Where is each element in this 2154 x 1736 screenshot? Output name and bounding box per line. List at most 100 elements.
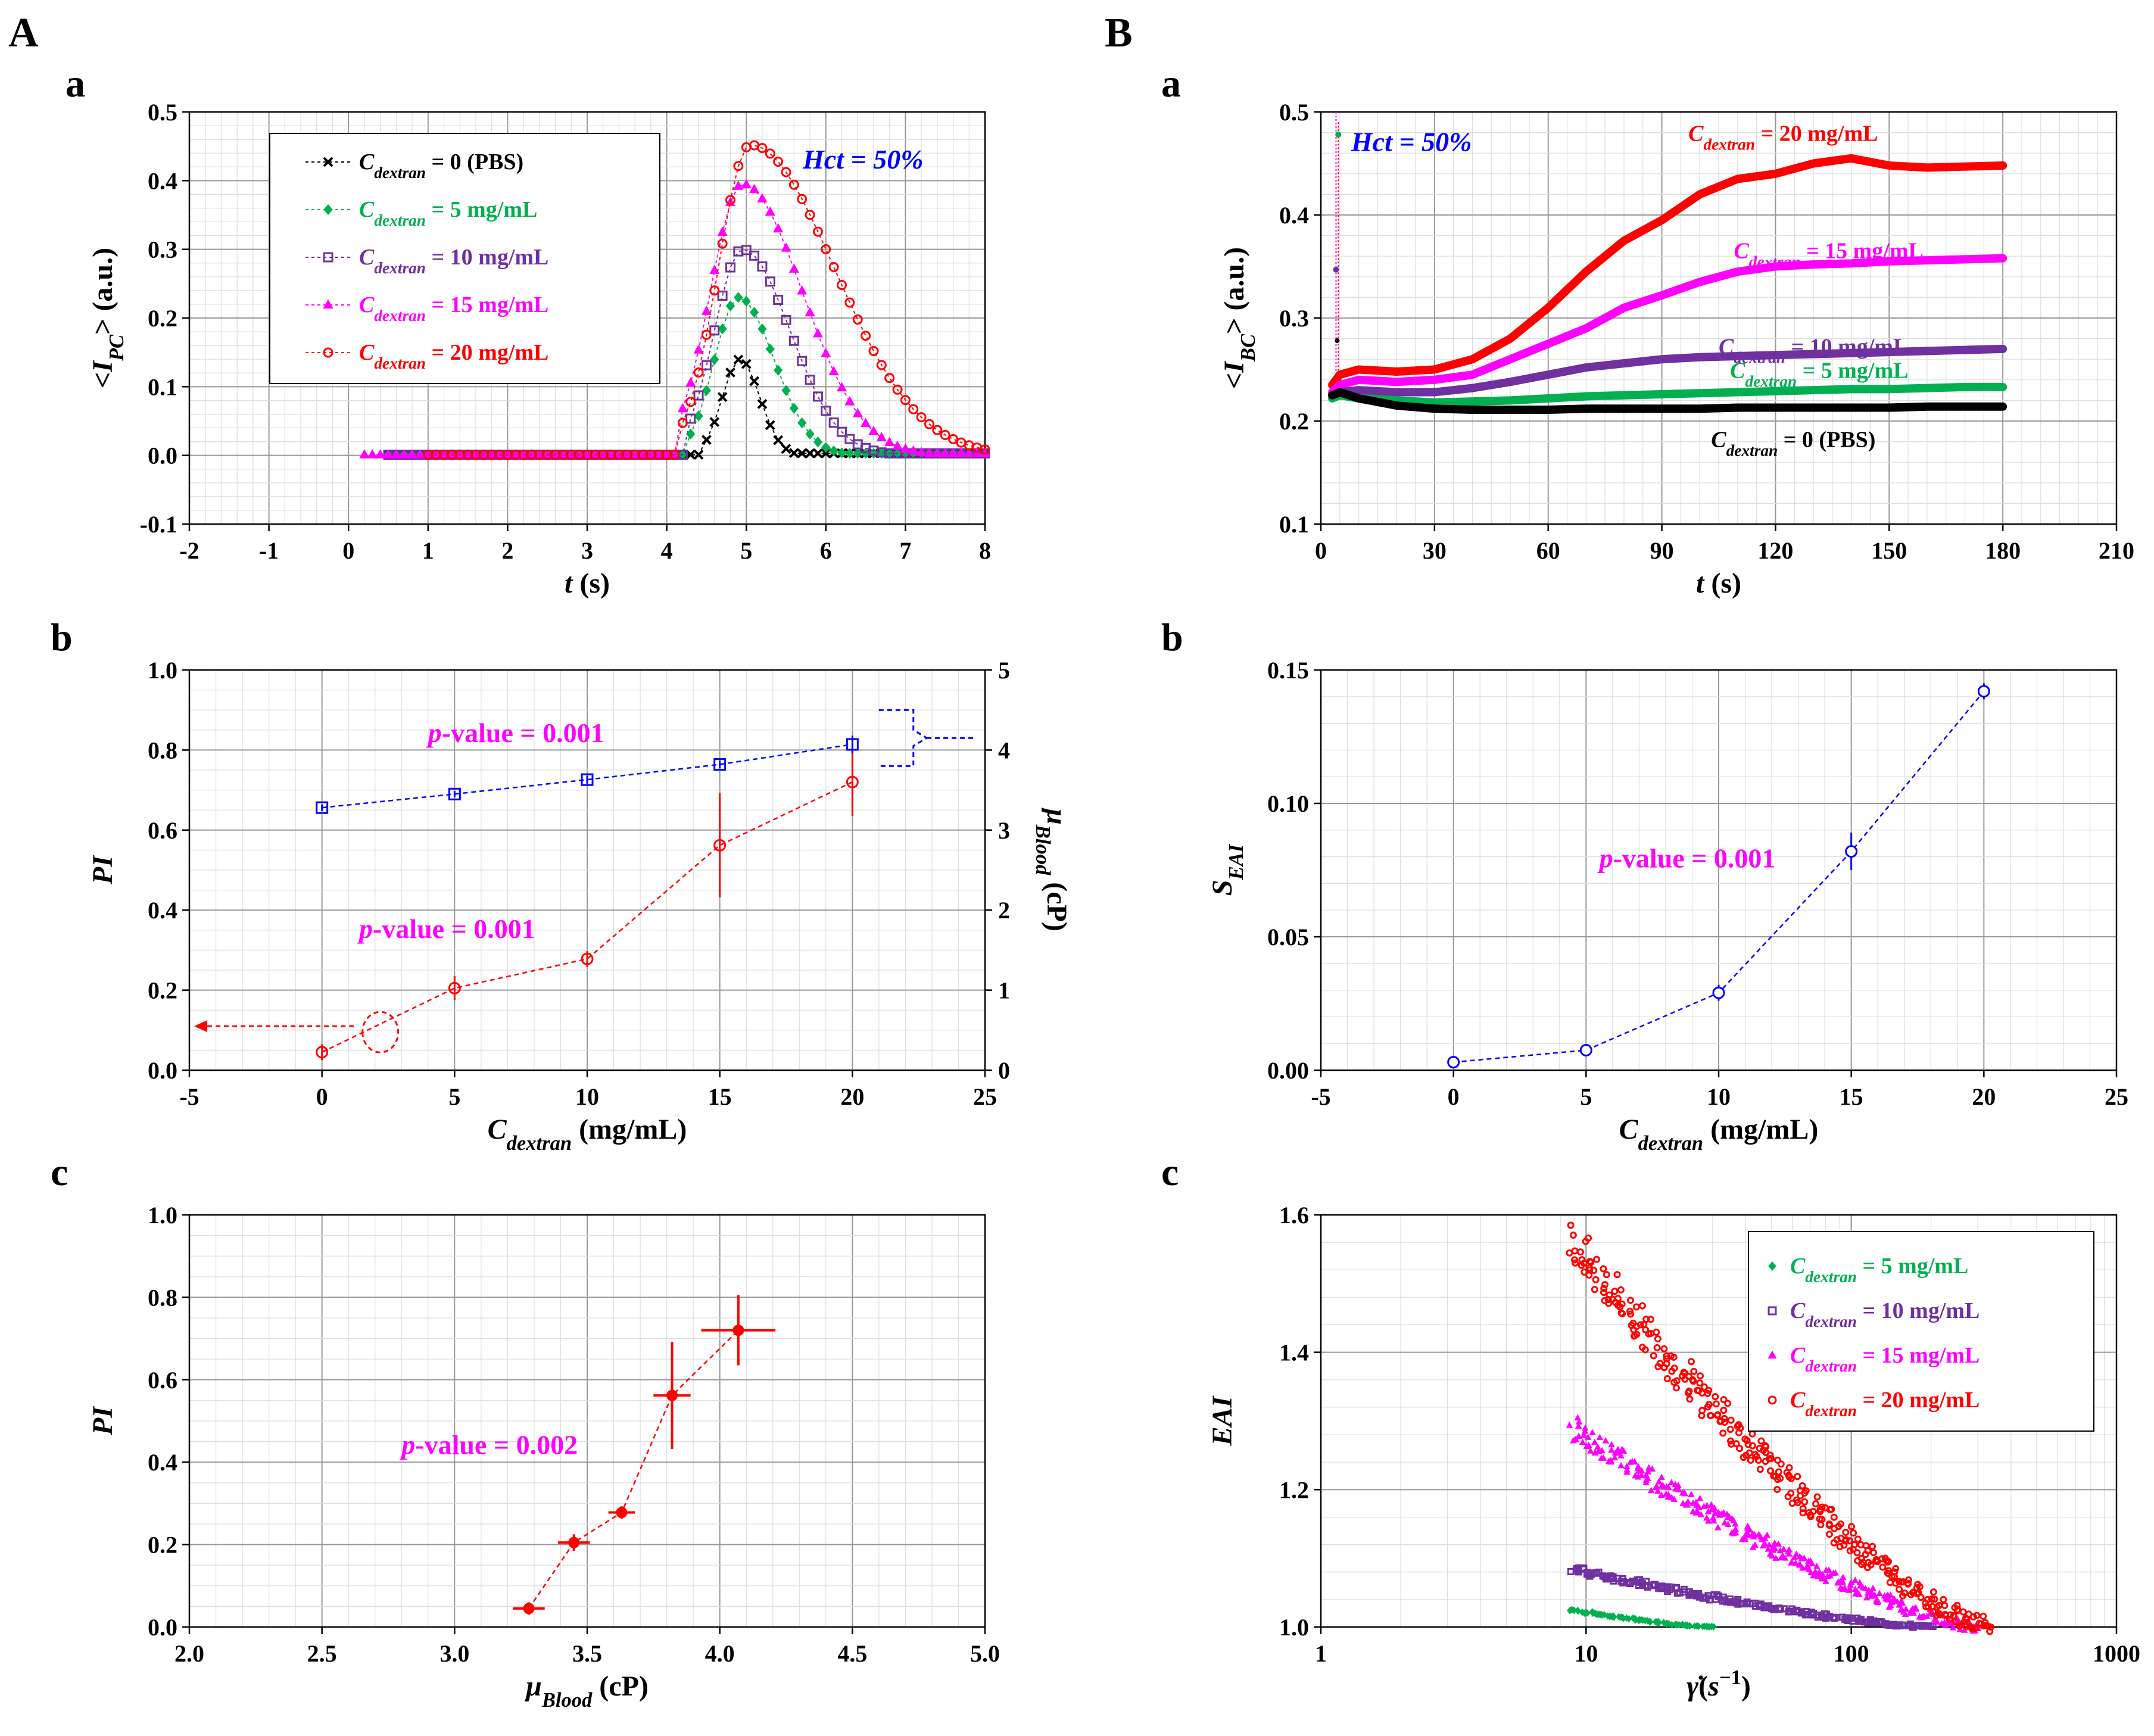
Aa-marker-4 <box>733 161 744 172</box>
Bc-marker-2 <box>1647 1486 1655 1494</box>
Bc-marker-2 <box>1876 1589 1883 1597</box>
Bc-marker-0 <box>1639 1616 1646 1624</box>
Ac-x-axis-title: μBlood (cP) <box>524 1670 649 1712</box>
Aa-marker-3 <box>900 443 911 453</box>
Bc-marker-2 <box>1708 1506 1716 1513</box>
Bc-marker-3 <box>1672 1384 1680 1392</box>
Bc-marker-2 <box>1697 1511 1705 1517</box>
Aa-marker-4 <box>685 397 696 407</box>
Bc-marker-3 <box>1783 1469 1791 1476</box>
Aa-marker-3 <box>765 206 775 216</box>
Aa-xtick-label: -1 <box>259 537 279 564</box>
Aa-xtick-label: 3 <box>581 537 593 564</box>
Bc-marker-3 <box>1748 1442 1756 1450</box>
Bc-marker-2 <box>1910 1609 1918 1616</box>
Aa-marker-4 <box>948 434 959 444</box>
Ba-xtick-label: 120 <box>1757 537 1793 564</box>
Bc-marker-2 <box>1788 1559 1795 1566</box>
Bb-xtick-label: -5 <box>1311 1083 1330 1110</box>
Bc-marker-3 <box>1632 1303 1640 1311</box>
Bb-ytick-label: 0.15 <box>1267 657 1309 684</box>
Bc-marker-3 <box>1698 1407 1706 1414</box>
Aa-marker-4 <box>884 373 895 384</box>
Bc-marker-3 <box>1720 1407 1728 1414</box>
Ba-legend-label-0: Cdextran = 20 mg/mL <box>1688 121 1878 153</box>
Bc-marker-2 <box>1720 1509 1727 1516</box>
Bc-marker-2 <box>1887 1601 1894 1609</box>
Bc-marker-2 <box>1602 1437 1610 1444</box>
Bc-marker-2 <box>1934 1618 1941 1625</box>
Bc-marker-2 <box>1809 1560 1816 1567</box>
Ab-marker-0 <box>713 839 727 852</box>
Bc-marker-2 <box>1596 1433 1604 1441</box>
subpanel-label-Ab: b <box>51 616 73 659</box>
Bc-marker-3 <box>1756 1466 1764 1473</box>
Ac-xtick-label: 3.5 <box>572 1640 602 1667</box>
Bc-marker-2 <box>1856 1591 1863 1597</box>
Bc-marker-2 <box>1851 1576 1859 1583</box>
Bc-marker-3 <box>1721 1419 1729 1426</box>
Bc-marker-3 <box>1633 1330 1641 1338</box>
Bc-marker-2 <box>1765 1545 1772 1552</box>
Bc-marker-3 <box>1591 1286 1598 1294</box>
Bc-marker-2 <box>1598 1447 1606 1454</box>
Bc-marker-2 <box>1800 1554 1808 1561</box>
Bc-marker-3 <box>1670 1364 1678 1372</box>
Aa-marker-4 <box>701 329 712 340</box>
Bc-xtick-label: 1 <box>1315 1640 1327 1667</box>
Bc-legend-swatch-2 <box>1768 1350 1777 1359</box>
Bc-marker-3 <box>1712 1393 1719 1401</box>
Aa-marker-4 <box>868 345 879 356</box>
Aa-marker-2 <box>821 406 831 416</box>
Bc-marker-2 <box>1887 1591 1894 1598</box>
Bc-marker-2 <box>1664 1493 1672 1500</box>
Bc-marker-3 <box>1853 1549 1861 1557</box>
Aa-marker-0 <box>717 392 728 403</box>
Bc-marker-2 <box>1847 1581 1854 1588</box>
Bb-ytick-label: 0.05 <box>1267 924 1309 950</box>
Ac-marker <box>523 1603 535 1615</box>
Aa-marker-3 <box>685 377 696 387</box>
Bc-marker-2 <box>1871 1591 1878 1598</box>
Bc-marker-0 <box>1687 1622 1693 1630</box>
Bc-marker-2 <box>1805 1557 1812 1564</box>
Bc-marker-3 <box>1740 1454 1747 1461</box>
Bc-marker-2 <box>1874 1597 1882 1604</box>
Ba-annotation-hct: Hct = 50% <box>1351 127 1472 157</box>
Ab-ytick-label-right: 2 <box>998 897 1010 924</box>
Ab-marker-0 <box>448 981 461 995</box>
Bc-marker-2 <box>1763 1531 1771 1538</box>
Bc-marker-3 <box>1818 1516 1826 1523</box>
Aa-legend-swatch-marker-0 <box>323 157 333 167</box>
Bc-marker-2 <box>1721 1519 1728 1526</box>
Aa-marker-0 <box>741 359 752 369</box>
Bc-marker-2 <box>1689 1508 1697 1514</box>
Aa-marker-0 <box>797 448 808 459</box>
Bc-marker-2 <box>1585 1441 1592 1448</box>
Bc-marker-3 <box>1603 1271 1610 1279</box>
Bc-marker-2 <box>1813 1562 1821 1569</box>
Bc-marker-3 <box>1825 1522 1833 1529</box>
Bc-marker-3 <box>1830 1539 1838 1547</box>
chart-Aa: -2 -1 0 1 2 3 4 5 6 7 8 -0.1 0.0 0.1 0.2 0.3 0.4 0.5 t (s)… <box>87 99 991 599</box>
Bc-marker-2 <box>1642 1479 1650 1486</box>
chart-Bb: -5 0 5 10 15 20 25 0.00 0.05 0.10 0.15 Cdextran (mg… <box>1207 657 2128 1155</box>
Bc-marker-2 <box>1765 1541 1773 1548</box>
Aa-marker-4 <box>892 384 903 395</box>
Ba-legend-label-3: Cdextran = 5 mg/mL <box>1730 358 1908 390</box>
Bc-marker-0 <box>1569 1606 1576 1614</box>
Bc-marker-3 <box>1973 1612 1981 1619</box>
Bc-marker-2 <box>1684 1501 1691 1508</box>
Bc-marker-3 <box>1942 1612 1950 1619</box>
Bc-marker-0 <box>1655 1619 1662 1627</box>
Aa-marker-3 <box>876 432 887 441</box>
Aa-marker-4 <box>773 157 784 167</box>
Bc-marker-3 <box>1582 1238 1589 1245</box>
Bc-marker-3 <box>1567 1221 1575 1229</box>
Bc-marker-3 <box>1696 1379 1704 1387</box>
Bc-marker-3 <box>1952 1618 1959 1626</box>
Bc-marker-3 <box>1896 1585 1903 1593</box>
Aa-marker-0 <box>701 435 712 445</box>
Ba-xtick-label: 180 <box>1985 537 2021 564</box>
Bc-marker-3 <box>1686 1395 1694 1403</box>
